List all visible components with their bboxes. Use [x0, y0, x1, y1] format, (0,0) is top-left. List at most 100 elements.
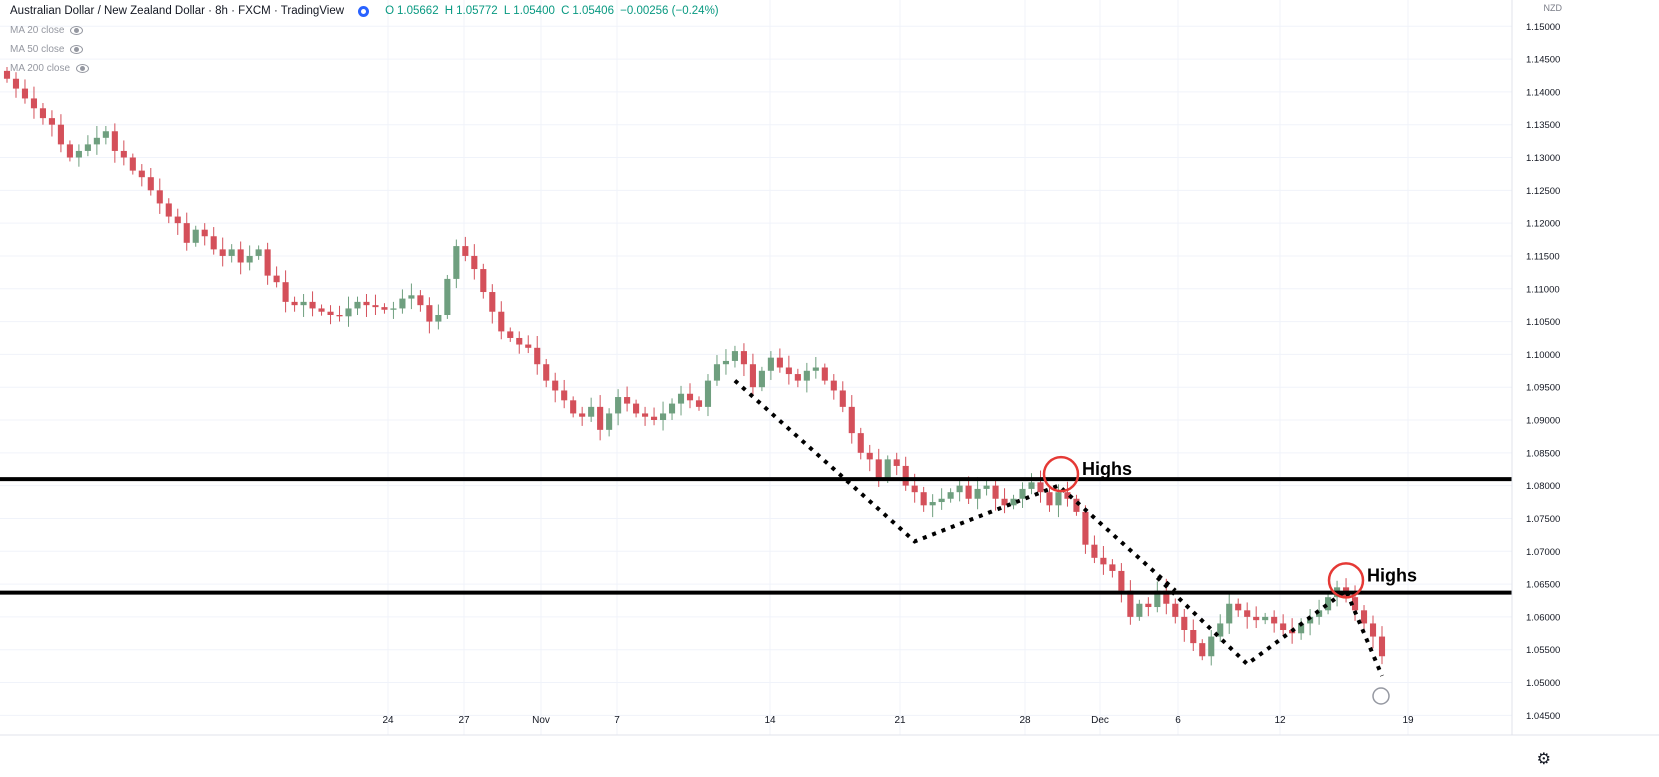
candle: [776, 348, 783, 373]
candle-body: [1208, 636, 1215, 657]
candle-body: [704, 380, 712, 407]
candle: [507, 327, 514, 342]
candle-body: [848, 406, 855, 434]
candle: [785, 355, 792, 385]
candle-body: [1360, 610, 1368, 624]
price-axis[interactable]: 1.15000 1.14500 1.14000 1.13500 1.13000 1.125…: [1511, 0, 1560, 735]
candle: [138, 164, 145, 187]
ohlc-low-label: L: [503, 5, 511, 17]
currency-selector[interactable]: NZD: [1543, 3, 1563, 13]
candle-body: [48, 118, 55, 125]
candle-body: [66, 144, 73, 158]
candle: [983, 480, 990, 496]
symbol-title[interactable]: Australian Dollar / New Zealand Dollar ·…: [10, 5, 345, 17]
eye-off-icon[interactable]: [70, 26, 84, 35]
y-tick-label: 1.08500: [1526, 448, 1560, 459]
candles: [3, 66, 1386, 666]
candle-body: [884, 459, 891, 480]
candle-body: [255, 249, 262, 256]
candle: [39, 103, 47, 125]
candle: [525, 335, 532, 354]
candle: [282, 270, 289, 313]
candle: [615, 389, 622, 426]
candle-body: [156, 190, 163, 204]
candle: [1001, 488, 1008, 514]
candle-body: [444, 278, 451, 315]
candle-body: [1046, 492, 1053, 506]
y-tick-label: 1.11500: [1526, 251, 1560, 262]
y-tick-label: 1.12500: [1526, 186, 1560, 197]
candle: [1064, 481, 1071, 507]
candle-body: [651, 416, 658, 420]
indicator-ma200[interactable]: MA 200 close: [10, 63, 90, 74]
ohlc-open: 1.05662: [397, 5, 439, 17]
candle-body: [821, 367, 828, 381]
candle: [1154, 581, 1161, 613]
candle-body: [866, 452, 873, 460]
candle: [821, 363, 828, 385]
candle-body: [192, 229, 199, 243]
candle: [345, 296, 352, 327]
eye-off-icon[interactable]: [70, 45, 84, 54]
candle-body: [561, 390, 568, 401]
time-axis[interactable]: 24 27 Nov 7 14 21 28 Dec 6 12 19: [0, 715, 1659, 736]
candle-body: [1280, 623, 1287, 630]
candle-body: [327, 311, 334, 315]
candle: [992, 477, 999, 511]
candle-body: [668, 403, 676, 414]
candle: [291, 296, 298, 312]
candle-body: [3, 70, 11, 79]
candle: [210, 227, 217, 255]
candle-body: [282, 282, 289, 302]
eye-off-icon[interactable]: [76, 64, 90, 73]
candle: [462, 236, 469, 262]
candle: [848, 395, 855, 444]
candle-body: [210, 236, 217, 250]
indicator-label: MA 50 close: [10, 44, 65, 55]
candle-body: [1037, 482, 1044, 493]
candle-body: [677, 393, 685, 404]
candle-body: [1109, 564, 1116, 571]
candle: [1118, 563, 1125, 603]
candle-body: [120, 150, 127, 158]
indicator-ma20[interactable]: MA 20 close: [10, 25, 84, 36]
candle: [677, 385, 685, 416]
candle-body: [830, 380, 837, 391]
candle-body: [471, 255, 478, 270]
candle: [1360, 605, 1368, 630]
candle-body: [219, 249, 226, 256]
candle-body: [938, 498, 945, 503]
candle: [1298, 618, 1305, 640]
indicator-ma50[interactable]: MA 50 close: [10, 44, 84, 55]
x-tick-label: 7: [614, 715, 620, 726]
candle-body: [399, 298, 406, 309]
candle-body: [992, 485, 999, 499]
candle: [704, 374, 712, 417]
candle: [1307, 609, 1314, 636]
market-status-icon[interactable]: [358, 5, 370, 17]
ohlc-close-label: C: [561, 5, 570, 17]
candle: [453, 239, 460, 289]
x-tick-label: 21: [894, 715, 906, 726]
candle-body: [1307, 616, 1314, 624]
candle-body: [1325, 597, 1332, 611]
candle-body: [1351, 597, 1359, 611]
candle: [767, 351, 774, 380]
candle-body: [615, 397, 622, 414]
candle: [597, 395, 604, 441]
candle: [1100, 546, 1107, 575]
candle: [498, 301, 505, 340]
y-tick-label: 1.10000: [1526, 350, 1560, 361]
candle-body: [300, 301, 307, 306]
candle-body: [1010, 498, 1017, 506]
candle: [120, 140, 127, 166]
candle: [830, 374, 837, 400]
candle-body: [489, 292, 496, 312]
candle-body: [695, 400, 703, 407]
candle: [183, 212, 190, 251]
gear-icon[interactable]: ⚙: [1536, 751, 1551, 768]
candle: [228, 244, 235, 263]
candle-body: [1136, 603, 1143, 617]
candle: [21, 79, 29, 104]
